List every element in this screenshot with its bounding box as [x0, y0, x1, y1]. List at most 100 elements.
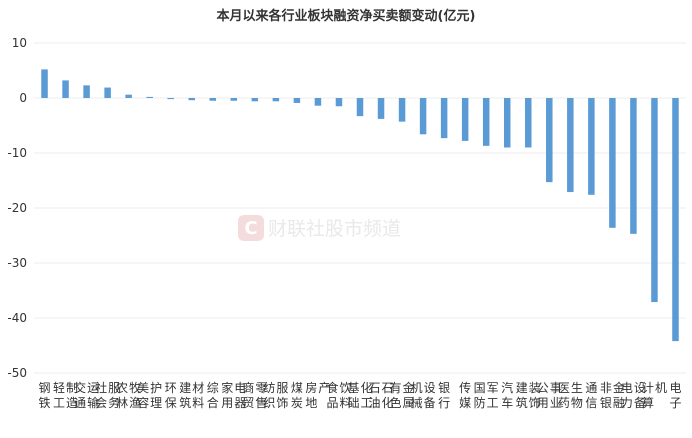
x-tick-label: 计算机 [642, 381, 667, 410]
svg-text:牧: 牧 [129, 381, 141, 395]
svg-text:产: 产 [318, 381, 330, 395]
x-tick-label: 电子 [669, 381, 681, 410]
svg-text:贸: 贸 [242, 396, 254, 410]
svg-text:轻: 轻 [53, 381, 65, 395]
svg-text:物: 物 [571, 396, 583, 410]
svg-text:电: 电 [621, 381, 633, 395]
svg-text:算: 算 [642, 395, 654, 410]
svg-text:通: 通 [74, 396, 86, 410]
x-tick-label: 传媒 [459, 380, 471, 410]
svg-text:造: 造 [66, 396, 78, 410]
svg-text:装: 装 [529, 381, 541, 395]
svg-text:设: 设 [424, 381, 436, 395]
svg-text:防: 防 [474, 395, 486, 410]
svg-text:筑: 筑 [516, 395, 528, 410]
svg-text:药: 药 [558, 396, 570, 410]
svg-text:非: 非 [600, 381, 612, 395]
svg-text:备: 备 [634, 396, 646, 410]
svg-text:色: 色 [390, 396, 402, 410]
svg-text:运: 运 [87, 381, 99, 395]
x-tick-label: 煤炭 [291, 381, 303, 410]
svg-text:煤: 煤 [291, 381, 303, 395]
svg-text:工: 工 [360, 396, 372, 410]
svg-text:美: 美 [137, 381, 149, 395]
x-axis: 钢铁轻工制造交通运输社会服务农林牧渔美容护理环保建筑材料综合家用电器商贸零售纺织… [39, 380, 682, 410]
svg-text:地: 地 [305, 396, 317, 410]
bar [503, 98, 511, 148]
svg-text:合: 合 [207, 395, 219, 410]
svg-text:础: 础 [347, 396, 359, 410]
svg-text:子: 子 [669, 396, 681, 410]
watermark: C 财联社股市频道 [238, 215, 401, 241]
svg-text:商: 商 [242, 380, 254, 395]
svg-text:会: 会 [95, 396, 107, 410]
bar [461, 98, 469, 141]
bar [525, 98, 532, 148]
svg-text:输: 输 [87, 395, 99, 410]
bar [588, 98, 595, 195]
x-tick-label: 钢铁 [39, 381, 51, 410]
svg-text:零: 零 [255, 381, 267, 395]
svg-text:饰: 饰 [276, 396, 288, 410]
bar [546, 98, 553, 183]
y-tick-label: -20 [7, 201, 27, 215]
svg-text:融: 融 [613, 396, 625, 410]
svg-text:金: 金 [613, 380, 625, 395]
svg-text:工: 工 [53, 396, 65, 410]
svg-text:器: 器 [234, 396, 246, 410]
svg-text:容: 容 [137, 395, 149, 410]
svg-text:信: 信 [585, 396, 597, 410]
bar [167, 98, 174, 100]
bar [672, 98, 679, 342]
svg-text:综: 综 [207, 381, 219, 395]
bar [440, 98, 448, 139]
svg-text:军: 军 [487, 381, 499, 395]
svg-text:筑: 筑 [179, 395, 191, 410]
bar [104, 87, 111, 98]
svg-text:建: 建 [516, 381, 528, 395]
svg-text:械: 械 [411, 395, 423, 410]
bar [83, 85, 90, 98]
svg-text:业: 业 [550, 396, 562, 410]
grid-lines [34, 42, 686, 374]
svg-text:渔: 渔 [129, 396, 141, 410]
y-tick-label: -40 [7, 311, 27, 325]
bar [377, 98, 385, 119]
svg-text:设: 设 [634, 381, 646, 395]
bar [125, 94, 132, 98]
svg-text:基: 基 [347, 381, 359, 395]
svg-text:建: 建 [179, 381, 191, 395]
svg-text:力: 力 [621, 396, 633, 410]
bar [567, 98, 574, 193]
bar [209, 98, 217, 101]
bar [41, 69, 48, 98]
watermark-text: 财联社股市频道 [268, 218, 401, 240]
svg-text:制: 制 [66, 381, 78, 395]
svg-text:电: 电 [669, 381, 681, 395]
svg-text:理: 理 [150, 396, 162, 410]
svg-text:化: 化 [382, 396, 394, 410]
svg-text:工: 工 [487, 396, 499, 410]
svg-text:食: 食 [326, 380, 338, 395]
svg-text:农: 农 [116, 381, 128, 395]
bar [314, 98, 322, 106]
svg-text:通: 通 [585, 381, 597, 395]
y-tick-label: -10 [7, 146, 27, 160]
svg-text:银: 银 [600, 396, 612, 410]
chart-title: 本月以来各行业板块融资净买卖额变动(亿元) [217, 8, 476, 24]
svg-text:电: 电 [234, 381, 246, 395]
x-tick-label: 银行 [438, 381, 450, 410]
svg-text:品: 品 [326, 396, 338, 410]
svg-text:车: 车 [501, 395, 513, 410]
